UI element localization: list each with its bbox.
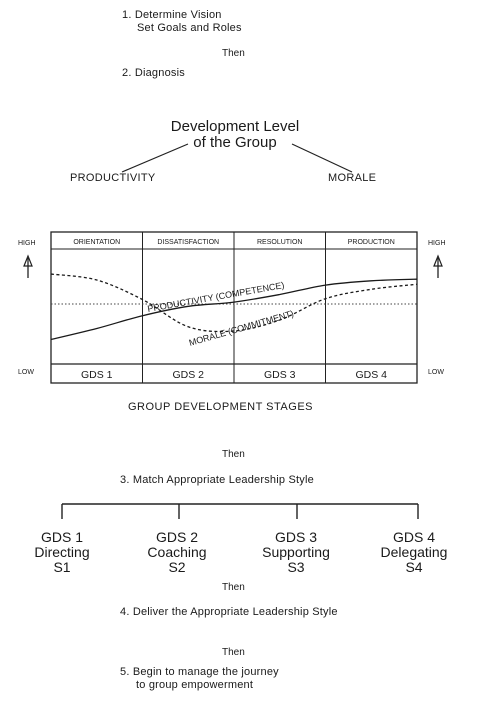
step-5-title: 5. Begin to manage the journey (120, 666, 279, 678)
then-1: Then (222, 48, 245, 59)
stage-label-2: DISSATISFACTION (157, 239, 219, 246)
then-3: Then (222, 582, 245, 593)
chart-title: GROUP DEVELOPMENT STAGES (128, 401, 313, 413)
style-gds: GDS 2 (155, 529, 198, 545)
development-level-heading: Development Level of the Group (160, 119, 310, 151)
stage-label-1: ORIENTATION (73, 239, 120, 246)
style-gds-2: GDS 2 Coaching S2 (127, 530, 227, 575)
y-high-label-right: HIGH (428, 240, 446, 247)
style-gds-4: GDS 4 Delegating S4 (364, 530, 464, 575)
gds-label-3: GDS 3 (264, 369, 296, 381)
gds-label-1: GDS 1 (81, 369, 113, 381)
step-1-title: 1. Determine Vision (122, 9, 222, 21)
arrow-up-icon-left (23, 254, 33, 278)
series-lines (50, 273, 418, 341)
style-gds-3: GDS 3 Supporting S3 (246, 530, 346, 575)
y-low-label-left: LOW (18, 369, 34, 376)
then-4: Then (222, 647, 245, 658)
stage-label-4: PRODUCTION (348, 239, 395, 246)
style-name: Coaching (147, 544, 207, 560)
connector-right (291, 143, 353, 173)
stage-top-labels: ORIENTATION DISSATISFACTION RESOLUTION PROD… (73, 239, 394, 246)
connector-left (121, 143, 189, 173)
stage-label-3: RESOLUTION (257, 239, 303, 246)
y-low-label-right: LOW (428, 369, 444, 376)
style-name: Delegating (380, 544, 448, 560)
step-5-subtitle: to group empowerment (136, 679, 254, 691)
style-gds: GDS 3 (274, 529, 317, 545)
style-name: Supporting (262, 544, 330, 560)
style-gds: GDS 1 (40, 529, 83, 545)
style-gds: GDS 4 (392, 529, 435, 545)
morale-series-label: MORALE (COMMITMENT) (188, 308, 295, 348)
style-code: S2 (168, 559, 186, 575)
gds-label-2: GDS 2 (172, 369, 204, 381)
y-high-label-left: HIGH (18, 240, 36, 247)
productivity-line (50, 278, 418, 341)
step-3-title: 3. Match Appropriate Leadership Style (120, 474, 314, 486)
dev-level-line-2: of the Group (193, 134, 277, 151)
morale-label: MORALE (328, 172, 377, 184)
gds-label-4: GDS 4 (355, 369, 387, 381)
productivity-label: PRODUCTIVITY (70, 172, 156, 184)
step-2-title: 2. Diagnosis (122, 67, 185, 79)
style-code: S3 (287, 559, 305, 575)
style-code: S4 (405, 559, 423, 575)
dev-level-line-1: Development Level (170, 118, 300, 135)
stage-bottom-labels: GDS 1 GDS 2 GDS 3 GDS 4 (81, 369, 387, 381)
style-gds-1: GDS 1 Directing S1 (12, 530, 112, 575)
heading-connectors (121, 143, 353, 173)
style-bracket (61, 503, 419, 519)
style-code: S1 (53, 559, 71, 575)
step-4-title: 4. Deliver the Appropriate Leadership St… (120, 606, 338, 618)
morale-line (50, 273, 418, 333)
arrow-up-icon-right (433, 254, 443, 278)
then-2: Then (222, 449, 245, 460)
stage-dividers (142, 232, 326, 383)
style-name: Directing (34, 544, 90, 560)
group-development-chart: HIGH HIGH LOW LOW ORIENTATION DISSATISFAC… (18, 231, 446, 384)
step-1-subtitle: Set Goals and Roles (137, 22, 242, 34)
